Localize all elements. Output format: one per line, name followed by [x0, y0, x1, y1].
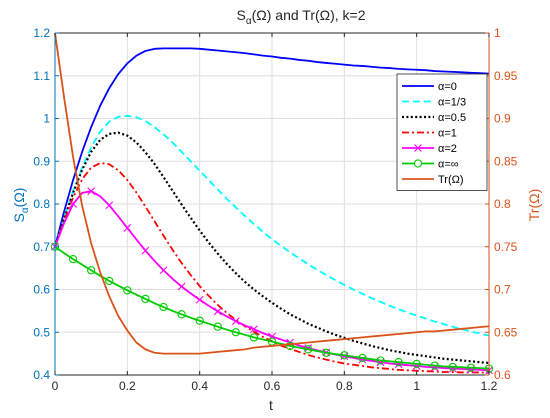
series-marker — [250, 325, 258, 334]
series-marker — [285, 341, 295, 351]
chart-title: Sα(Ω) and Tr(Ω), k=2 — [236, 7, 365, 27]
series-marker — [123, 224, 132, 232]
x-tick-label: 0.8 — [336, 379, 353, 393]
series-marker — [141, 246, 150, 255]
series-marker — [430, 361, 439, 370]
series-marker — [177, 310, 186, 319]
y-left-tick-label: 0.4 — [33, 368, 50, 382]
series-marker — [69, 200, 77, 208]
y-left-tick-label: 1.1 — [33, 69, 50, 83]
y-left-axis-label-rest: (Ω) — [11, 188, 27, 208]
series-line — [53, 131, 490, 365]
series-marker — [195, 316, 204, 325]
series-marker — [448, 362, 457, 372]
series-marker — [159, 266, 168, 275]
y-right-tick-label: 1 — [494, 26, 501, 40]
chart-title-sub: α — [246, 16, 252, 27]
y-left-tick-label: 0.8 — [33, 197, 50, 211]
legend-label: α=2 — [438, 143, 457, 155]
x-tick-label: 0.2 — [119, 379, 136, 393]
y-left-tick-label: 0.9 — [33, 154, 50, 168]
legend-label: α=1/3 — [438, 97, 466, 109]
y-right-tick-label: 0.9 — [494, 112, 511, 126]
y-right-tick-label: 0.6 — [494, 368, 511, 382]
series-marker — [322, 348, 331, 357]
series-marker — [213, 307, 222, 316]
legend-label: α=0.5 — [438, 112, 466, 124]
legend-label: α=1 — [438, 128, 457, 140]
legend-label: α=∞ — [438, 159, 459, 171]
series-marker — [394, 358, 403, 367]
series-marker — [213, 322, 222, 331]
series-marker — [412, 359, 421, 369]
series-marker — [105, 276, 114, 286]
series-line — [54, 47, 490, 247]
series-marker — [376, 356, 385, 365]
y-left-tick-label: 0.6 — [33, 283, 50, 297]
series-marker — [159, 302, 168, 312]
y-right-tick-label: 0.8 — [494, 197, 511, 211]
series-marker — [177, 282, 186, 291]
series-marker — [87, 187, 96, 196]
x-tick-label: 1.2 — [481, 379, 498, 393]
series-marker — [68, 254, 78, 264]
chart-title-rest: (Ω) and Tr(Ω), k=2 — [252, 7, 366, 23]
y-right-tick-label: 0.75 — [494, 240, 518, 254]
x-tick-label: 0 — [52, 379, 59, 393]
y-left-tick-label: 1.2 — [33, 26, 50, 40]
series-marker — [466, 363, 476, 372]
legend: α=0 α=1/3 α=0.5 α=1 α=2 α=∞ Tr(Ω) — [396, 73, 488, 191]
series-line — [54, 32, 490, 355]
y-left-axis-label: Sα(Ω) — [11, 188, 31, 223]
y-right-tick-label: 0.85 — [494, 154, 518, 168]
x-tick-label: 1 — [413, 379, 420, 393]
y-right-tick-label: 0.7 — [494, 283, 511, 297]
y-left-axis-label-main: S — [11, 213, 27, 222]
series-line — [54, 246, 490, 370]
legend-marker — [414, 144, 422, 152]
y-left-tick-label: 0.7 — [33, 240, 50, 254]
y-right-tick-label: 0.95 — [494, 69, 518, 83]
legend-label: Tr(Ω) — [438, 174, 464, 186]
y-right-tick-label: 0.65 — [494, 325, 518, 339]
series-marker — [87, 266, 96, 275]
plot-area — [50, 32, 494, 375]
series-line — [54, 115, 490, 337]
x-tick-label: 0.6 — [264, 379, 281, 393]
y-left-axis-label-sub: α — [20, 207, 31, 213]
series-marker — [195, 295, 204, 304]
series-marker — [340, 351, 349, 360]
legend-marker — [413, 159, 423, 168]
y-right-axis-label: Tr(Ω) — [526, 189, 542, 221]
series-marker — [141, 294, 150, 304]
legend-label: α=0 — [438, 81, 457, 93]
x-tick-label: 0.4 — [191, 379, 208, 393]
series-marker — [105, 201, 114, 210]
tick-labels: 0 0.2 0.4 0.6 0.8 1 1.2 0.4 0.5 0.6 0.7 0.8 0.9 1 1.1 1… — [33, 26, 517, 393]
series-marker — [123, 286, 132, 295]
series-marker — [231, 328, 240, 337]
y-left-tick-label: 0.5 — [33, 325, 50, 339]
chart-title-main: S — [236, 7, 245, 23]
series-marker — [249, 333, 259, 342]
x-axis-label: t — [269, 397, 273, 413]
series-marker — [358, 353, 367, 363]
y-left-tick-label: 1 — [43, 112, 50, 126]
series-marker — [231, 317, 240, 326]
series-marker — [304, 345, 313, 354]
